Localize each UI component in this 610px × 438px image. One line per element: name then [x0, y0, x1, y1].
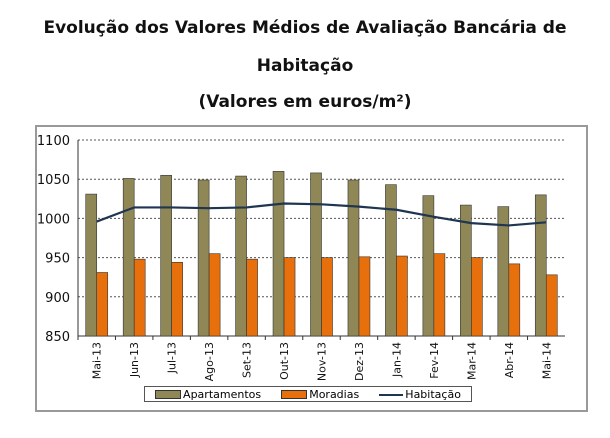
chart-title-line-2: Habitação — [256, 56, 354, 76]
bar-apartamentos — [310, 172, 322, 337]
x-tick-label: Fev-14 — [428, 342, 441, 379]
legend-label: Moradias — [309, 387, 360, 401]
x-tick-label: Jun-13 — [128, 342, 141, 378]
legend-swatch — [281, 390, 308, 399]
y-tick-label: 1100 — [37, 134, 70, 149]
legend-line — [379, 393, 404, 396]
bar-moradias — [96, 272, 109, 337]
bar-moradias — [508, 263, 521, 337]
legend-label: Habitação — [405, 387, 461, 401]
x-tick-label: Mai-14 — [540, 342, 553, 379]
x-tick-label: Dez-13 — [353, 342, 366, 381]
x-tick-label: Set-13 — [241, 342, 254, 378]
x-tick-label: Nov-13 — [316, 342, 329, 381]
legend-item-moradias: Moradias — [281, 388, 359, 401]
chart-title-line-3: (Valores em euros/m²) — [198, 92, 412, 112]
legend: Apartamentos Moradias Habitação — [144, 386, 472, 402]
bar-apartamentos — [460, 204, 472, 337]
bar-moradias — [433, 253, 446, 337]
bar-apartamentos — [385, 184, 397, 337]
bar-moradias — [208, 253, 221, 337]
chart-title-line-1: Evolução dos Valores Médios de Avaliação… — [43, 18, 567, 38]
y-tick-label: 900 — [45, 291, 70, 306]
legend-item-apartamentos: Apartamentos — [155, 388, 261, 401]
bar-apartamentos — [272, 171, 285, 337]
bar-apartamentos — [347, 179, 360, 337]
chart-frame — [35, 125, 588, 412]
x-tick-label: Mai-13 — [91, 342, 104, 379]
x-tick-label: Jan-14 — [390, 342, 403, 378]
y-tick-label: 850 — [45, 330, 70, 345]
x-tick-label: Jul-13 — [166, 342, 179, 374]
bar-moradias — [396, 255, 408, 337]
legend-label: Apartamentos — [183, 387, 262, 401]
bar-apartamentos — [235, 175, 247, 337]
bar-moradias — [246, 258, 258, 337]
line-habitacao — [96, 202, 547, 227]
bar-apartamentos — [534, 194, 547, 337]
bar-moradias — [471, 257, 483, 337]
y-tick-label: 1050 — [37, 173, 70, 188]
legend-swatch — [155, 390, 182, 399]
bar-moradias — [133, 258, 146, 337]
bar-apartamentos — [122, 178, 135, 337]
bar-apartamentos — [160, 174, 172, 337]
bar-moradias — [545, 274, 558, 337]
y-tick-label: 1000 — [37, 212, 70, 227]
bar-moradias — [171, 262, 183, 337]
bar-apartamentos — [197, 179, 210, 337]
bar-apartamentos — [85, 193, 98, 337]
bar-moradias — [321, 257, 333, 337]
x-tick-label: Out-13 — [278, 342, 291, 380]
x-tick-label: Ago-13 — [203, 342, 216, 381]
y-tick-label: 950 — [45, 252, 70, 267]
bar-moradias — [358, 256, 371, 337]
x-tick-label: Abr-14 — [503, 342, 516, 378]
legend-item-habitacao: Habitação — [379, 388, 461, 401]
x-tick-label: Mar-14 — [465, 342, 478, 380]
bar-moradias — [283, 257, 296, 337]
